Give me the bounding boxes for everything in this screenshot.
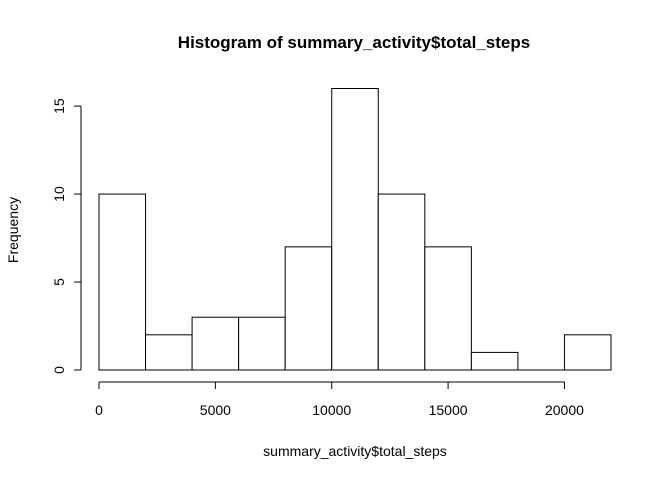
y-tick-label: 10 bbox=[51, 186, 67, 202]
x-tick-label: 5000 bbox=[200, 402, 231, 418]
histogram-bar bbox=[98, 193, 147, 371]
histogram-bar bbox=[470, 351, 519, 371]
x-axis: 0 5000 10000 15000 20000 bbox=[95, 381, 584, 418]
histogram-bar bbox=[284, 246, 333, 371]
x-tick-label: 0 bbox=[95, 402, 103, 418]
x-tick-label: 15000 bbox=[429, 402, 468, 418]
x-tick-label: 20000 bbox=[545, 402, 584, 418]
histogram-bar bbox=[145, 334, 193, 371]
histogram-bar bbox=[191, 316, 240, 371]
y-axis: 0 5 10 15 bbox=[51, 98, 82, 374]
y-tick-label: 5 bbox=[51, 278, 67, 286]
y-tick-label: 15 bbox=[51, 98, 67, 114]
histogram-bar bbox=[238, 316, 286, 371]
histogram-bar bbox=[377, 193, 426, 371]
x-tick-label: 10000 bbox=[312, 402, 351, 418]
bars-group bbox=[98, 88, 612, 371]
histogram-bar bbox=[563, 334, 612, 371]
histogram-bar bbox=[331, 88, 379, 371]
histogram-bar bbox=[424, 246, 472, 371]
y-tick-label: 0 bbox=[51, 366, 67, 374]
y-axis-label: Frequency bbox=[5, 197, 21, 263]
chart-title: Histogram of summary_activity$total_step… bbox=[178, 33, 530, 52]
x-axis-label: summary_activity$total_steps bbox=[263, 443, 447, 459]
